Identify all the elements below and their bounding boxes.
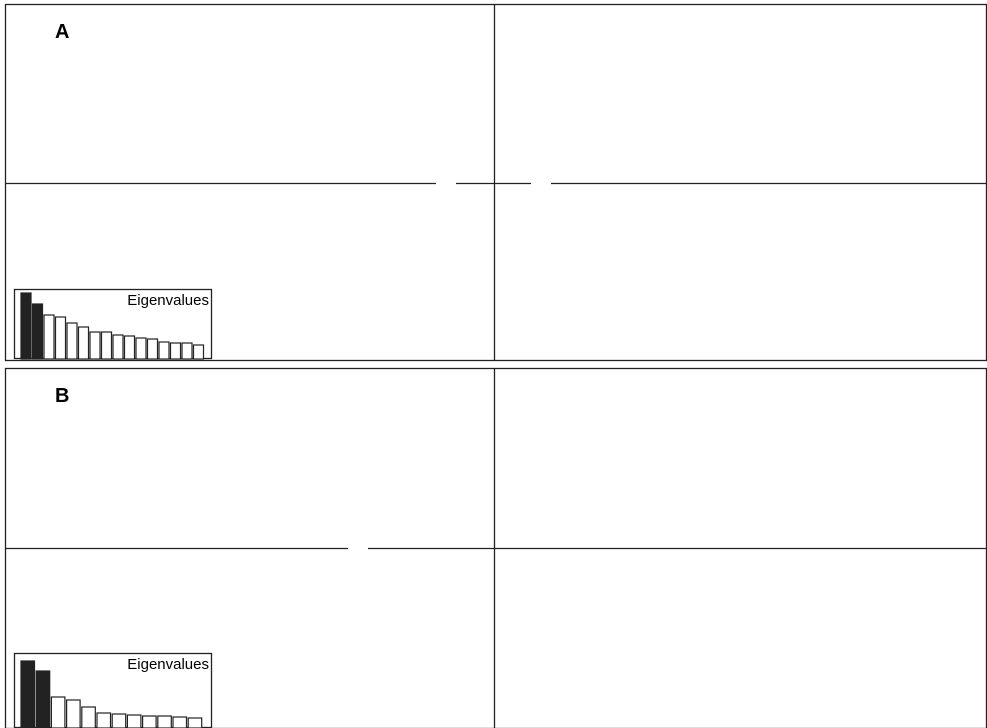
- eigenvalue-bar-16: [192, 344, 205, 360]
- eigenvalue-bar-4: [54, 316, 67, 360]
- eigenvalue-bar-12: [146, 338, 159, 360]
- eigenvalue-bar-5: [81, 706, 96, 728]
- eigenvalue-bar-10: [157, 715, 172, 728]
- inset-a-title: Eigenvalues: [127, 292, 209, 309]
- eigenvalue-bar-4: [65, 699, 81, 728]
- eigenvalue-bar-2: [31, 303, 44, 360]
- eigenvalue-bar-9: [112, 334, 124, 360]
- eigenvalue-bar-8: [126, 714, 142, 728]
- eigenvalue-bar-3: [50, 696, 66, 728]
- eigenvalue-bar-10: [123, 335, 136, 360]
- eigenvalue-bar-11: [135, 337, 147, 360]
- eigenvalue-bar-3: [43, 314, 55, 360]
- eigenvalue-bar-6: [77, 326, 90, 360]
- eigenvalue-bar-1: [20, 660, 36, 728]
- eigenvalue-bar-7: [89, 331, 101, 360]
- panel-a-label: A: [55, 21, 69, 43]
- eigenvalue-bar-14: [169, 342, 182, 360]
- panel-b-eigenvalue-inset: Eigenvalues: [13, 652, 213, 728]
- inset-b-title: Eigenvalues: [127, 656, 209, 673]
- eigenvalue-bar-13: [158, 341, 170, 360]
- eigenvalue-bar-15: [181, 342, 193, 360]
- panel-b-label: B: [55, 385, 69, 407]
- eigenvalue-bar-6: [96, 712, 112, 728]
- eigenvalue-bar-12: [187, 717, 203, 728]
- eigenvalue-bar-7: [111, 713, 127, 728]
- eigenvalue-bar-5: [66, 322, 78, 360]
- eigenvalue-bar-9: [142, 715, 157, 728]
- panel-a-eigenvalue-inset: Eigenvalues: [13, 288, 213, 360]
- eigenvalue-bar-1: [20, 292, 32, 360]
- eigenvalue-bar-2: [35, 670, 51, 728]
- eigenvalue-bar-8: [100, 331, 113, 360]
- eigenvalue-bar-11: [172, 716, 188, 728]
